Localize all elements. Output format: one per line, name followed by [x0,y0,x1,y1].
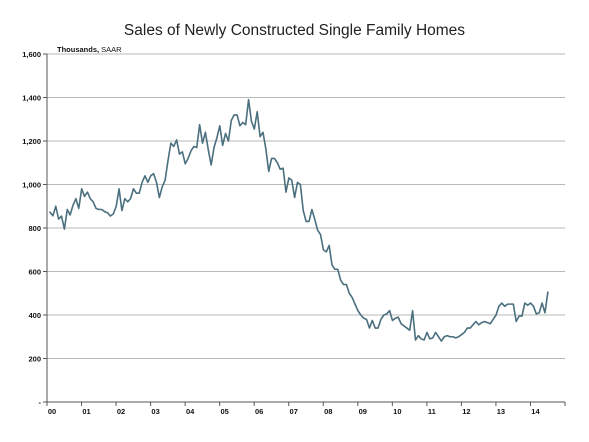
y-tick-label: 1,600 [22,50,41,59]
x-tick-label: 03 [151,407,159,416]
x-tick-label: 04 [186,407,195,416]
axis-layer: - 200 400 600 800 1,000 1,200 1,400 1,600 00 01 02 0… [22,50,566,416]
chart-title: Sales of Newly Constructed Single Family… [123,22,466,39]
x-tick-label: 12 [462,407,470,416]
x-tick-label: 05 [220,407,228,416]
y-tick-label: 600 [28,268,41,277]
x-tick-label: 11 [428,407,436,416]
x-tick-label: 09 [359,407,367,416]
units-label-rest: SAAR [99,45,122,54]
x-tick-label: 14 [531,407,540,416]
y-tick-label: 1,200 [22,137,41,146]
x-tick-label: 02 [117,407,125,416]
y-tick-label: 1,400 [22,94,41,103]
y-tick-label: 1,000 [22,181,41,190]
x-tick-label: 13 [497,407,505,416]
series-layer [49,98,549,342]
series-line [49,98,549,342]
units-label-bold: Thousands, [57,45,100,54]
units-label: Thousands, SAAR [57,45,122,54]
y-tick-label: 800 [28,224,41,233]
x-tick-label: 01 [82,407,90,416]
x-tick-label: 06 [255,407,263,416]
y-tick-label: 400 [28,311,41,320]
y-tick-label: - [39,398,42,407]
x-tick-label: 00 [48,407,56,416]
y-tick-label: 200 [28,355,41,364]
x-tick-label: 10 [393,407,401,416]
grid-layer [47,53,565,359]
x-tick-label: 07 [290,407,298,416]
x-tick-label: 08 [324,407,332,416]
